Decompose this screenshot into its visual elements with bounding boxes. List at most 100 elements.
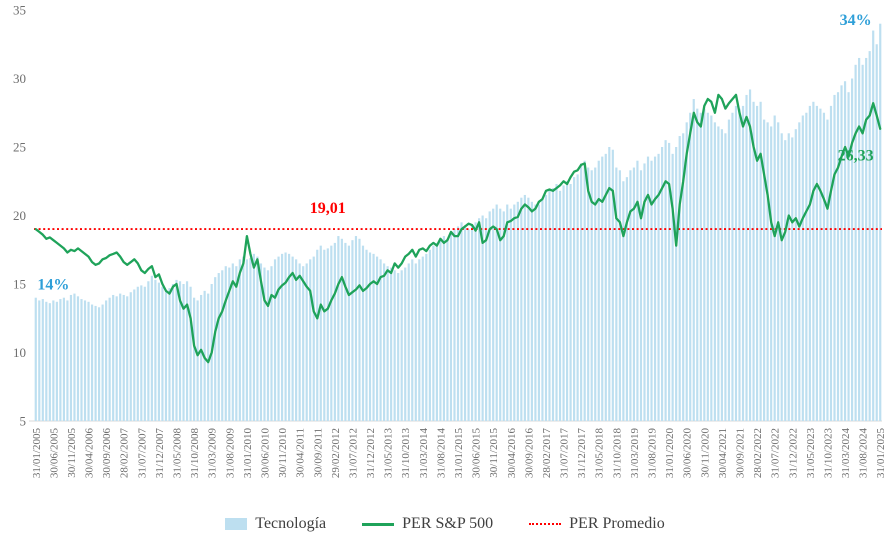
tecnologia-bar — [643, 163, 646, 421]
tecnologia-bar — [442, 236, 446, 421]
x-tick-label: 31/08/2019 — [647, 428, 659, 479]
tecnologia-bar — [280, 253, 284, 421]
tecnologia-bar — [499, 208, 502, 421]
tecnologia-bar — [435, 242, 438, 421]
combo-chart: 5 10 15 20 25 30 35 31/01/2005 30/06/2005 30/11/2… — [13, 3, 887, 479]
tecnologia-bar — [354, 236, 358, 421]
x-tick-label: 30/06/2015 — [471, 428, 483, 479]
y-tick-label: 25 — [13, 140, 26, 155]
tecnologia-bar — [713, 122, 716, 421]
x-tick-label: 28/02/2007 — [119, 428, 131, 479]
tecnologia-bar — [826, 119, 829, 421]
tecnologia-bar — [154, 279, 157, 421]
chart-legend: Tecnología PER S&P 500 PER Promedio — [0, 505, 890, 543]
per-sp500-line — [34, 93, 882, 364]
x-tick-label: 30/09/2011 — [312, 428, 324, 478]
tecnologia-bar — [94, 305, 97, 421]
tecnologia-bar — [622, 181, 625, 421]
tecnologia-bar — [748, 89, 752, 422]
tecnologia-bar — [98, 307, 101, 421]
tecnologia-bar — [214, 277, 217, 421]
tecnologia-bar — [822, 112, 826, 421]
tecnologia-bar — [105, 300, 108, 421]
tecnologia-bar — [495, 204, 498, 421]
tecnologia-bar — [150, 275, 153, 421]
tecnologia-bar — [231, 263, 234, 421]
tecnologia-bar — [520, 197, 523, 421]
tecnologia-bar — [164, 290, 168, 421]
tecnologia-bar — [375, 256, 379, 421]
tecnologia-bar — [407, 263, 410, 421]
tecnologia-bar — [481, 215, 484, 421]
tecnologia-bar — [502, 211, 505, 421]
tecnologia-bars — [34, 23, 882, 422]
tecnologia-bar — [523, 194, 526, 421]
x-tick-label: 31/03/2024 — [840, 428, 852, 479]
tecnologia-bar — [527, 197, 530, 421]
x-tick-label: 31/12/2007 — [154, 428, 166, 479]
tecnologia-bar — [657, 153, 660, 421]
tecnologia-bar — [340, 238, 343, 421]
tecnologia-bar — [787, 133, 790, 422]
x-tick-label: 31/10/2013 — [400, 428, 412, 479]
tecnologia-bar — [52, 300, 55, 421]
x-tick-label: 31/08/2014 — [435, 428, 447, 479]
tecnologia-bar — [699, 112, 702, 421]
tecnologia-bar — [576, 174, 579, 421]
x-tick-label: 31/03/2019 — [629, 428, 641, 479]
tecnologia-bar — [731, 112, 734, 421]
tecnologia-bar — [639, 170, 643, 421]
tecnologia-bar — [207, 293, 210, 421]
tecnologia-bar — [425, 253, 428, 421]
tecnologia-bar — [516, 201, 519, 421]
tecnologia-bar — [55, 301, 58, 421]
tecnologia-bar — [865, 57, 868, 421]
tecnologia-bar — [653, 156, 657, 421]
tecnologia-bar — [252, 253, 256, 421]
x-tick-label: 31/12/2022 — [787, 428, 799, 478]
tecnologia-bar — [390, 267, 393, 421]
x-tick-label: 31/01/2010 — [242, 428, 254, 479]
legend-item-per-promedio: PER Promedio — [529, 515, 665, 533]
tecnologia-bar — [196, 300, 199, 421]
tecnologia-bar — [488, 211, 491, 421]
tecnologia-bar — [675, 147, 678, 421]
tecnologia-bar — [147, 281, 150, 421]
x-tick-label: 31/03/2009 — [207, 428, 219, 479]
tecnologia-bar — [193, 297, 196, 421]
tecnologia-bar — [217, 273, 220, 421]
tecnologia-bar — [569, 183, 572, 421]
y-tick-label: 30 — [13, 71, 26, 86]
chart-annotation: 19,01 — [310, 200, 346, 217]
tecnologia-bar — [323, 249, 326, 421]
tecnologia-bar — [298, 263, 301, 421]
tecnologia-bar — [861, 64, 864, 422]
tecnologia-bar — [270, 266, 273, 421]
tecnologia-bar — [541, 199, 544, 421]
tecnologia-bar — [41, 299, 44, 421]
y-tick-label: 20 — [13, 208, 26, 223]
tecnologia-bar — [875, 44, 878, 421]
tecnologia-bar — [309, 259, 312, 421]
tecnologia-bar — [59, 299, 62, 421]
tecnologia-bar — [76, 296, 80, 421]
tecnologia-bar — [534, 204, 537, 421]
tecnologia-bar — [90, 304, 94, 421]
tecnologia-bar — [660, 147, 664, 421]
tecnologia-bar — [506, 204, 509, 421]
x-tick-label: 30/06/2020 — [682, 428, 694, 479]
legend-item-per-sp500: PER S&P 500 — [362, 515, 493, 533]
tecnologia-bar — [636, 160, 639, 421]
tecnologia-bar — [537, 204, 541, 421]
tecnologia-bar — [80, 299, 83, 421]
tecnologia-bar — [379, 259, 382, 421]
x-tick-label: 31/10/2008 — [189, 428, 201, 479]
tecnologia-bar — [632, 167, 636, 421]
tecnologia-bar — [594, 167, 597, 421]
chart-annotation: 26,33 — [838, 148, 874, 165]
tecnologia-bar — [463, 225, 467, 421]
x-tick-label: 30/11/2020 — [699, 428, 711, 478]
tecnologia-bar — [590, 170, 593, 421]
tecnologia-bar — [509, 208, 512, 421]
tecnologia-bar — [485, 218, 488, 421]
